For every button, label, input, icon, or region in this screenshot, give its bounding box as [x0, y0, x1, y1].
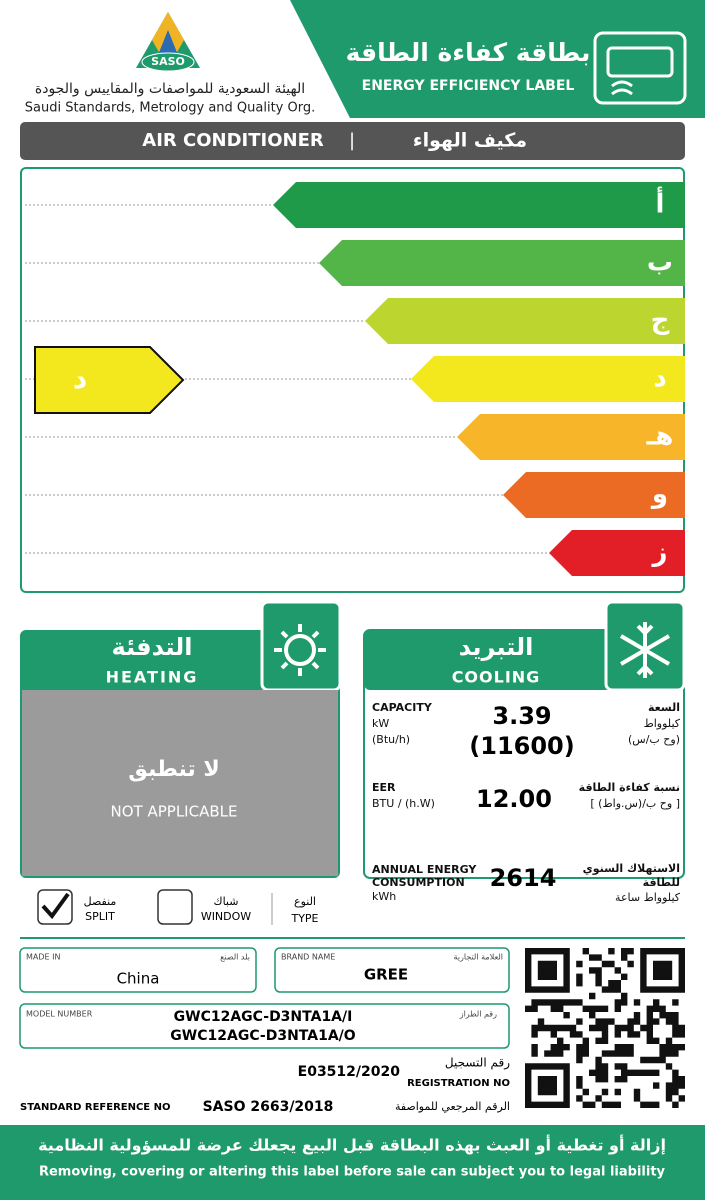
heating-tab [260, 600, 342, 692]
class-letter: ب [647, 248, 673, 278]
cooling-header [364, 630, 684, 690]
class-arrow [457, 414, 685, 460]
made-in-value: China [117, 970, 160, 988]
annual-label-ar: الاستهلاك السنوي [583, 862, 680, 875]
annual-label: ANNUAL ENERGY [372, 863, 477, 876]
footer-band [0, 1125, 705, 1200]
class-arrow [273, 182, 685, 228]
split-en: SPLIT [85, 910, 115, 923]
eer-value: 12.00 [476, 785, 552, 813]
logo-part [156, 30, 180, 60]
eer-unit-ar: [ وح ب/(س.واط) ] [590, 797, 680, 810]
window-ar: شباك [214, 895, 239, 908]
qr-modules [525, 948, 685, 1108]
capacity-unit-ar: (وح ب/س) [628, 733, 680, 746]
type-ar: النوع [294, 895, 316, 908]
selected-arrow [34, 346, 185, 414]
header-band [290, 0, 705, 118]
made-in-box [19, 947, 257, 993]
annual-unit: kWh [372, 890, 396, 903]
na-ar: لا تنطبق [128, 757, 220, 782]
capacity-btu: (11600) [469, 732, 574, 760]
ac-icon [593, 31, 687, 105]
model-label: MODEL NUMBER [26, 1010, 93, 1019]
footer-en: Removing, covering or altering this labe… [39, 1165, 666, 1180]
cooling-ar: التبريد [459, 633, 534, 661]
brand-label-ar: العلامة التجارية [454, 953, 503, 962]
org-en: Saudi Standards, Metrology and Quality O… [25, 101, 316, 116]
capacity-unit: (Btu/h) [372, 733, 410, 746]
type-en: TYPE [290, 912, 318, 925]
annual-value: 2614 [490, 864, 557, 892]
class-letter: و [650, 480, 668, 510]
selected-class: د [73, 362, 87, 395]
model-label-ar: رقم الطراز [459, 1010, 497, 1019]
class-arrow [503, 472, 685, 518]
ac-icon-air [611, 80, 633, 96]
split-ar: منفصل [84, 895, 117, 908]
class-arrow [411, 356, 685, 402]
class-arrow [319, 240, 685, 286]
made-in-label: MADE IN [26, 953, 60, 962]
na-en: NOT APPLICABLE [111, 803, 238, 821]
check-mark [41, 892, 70, 920]
snow-icon [619, 622, 671, 678]
window-en: WINDOW [201, 910, 251, 923]
qr-code [525, 948, 685, 1108]
product-sep: | [349, 130, 355, 151]
registration-en: REGISTRATION NO [407, 1078, 510, 1089]
annual-unit-ar: كيلوواط ساعة [615, 891, 681, 904]
label-en: ENERGY EFFICIENCY LABEL [362, 78, 575, 94]
class-letter: هـ [646, 422, 674, 452]
label-ar: بطاقة كفاءة الطاقة [346, 38, 591, 67]
made-in-label-ar: بلد الصنع [220, 953, 250, 962]
org-ar: الهيئة السعودية للمواصفات والمقاييس والج… [35, 81, 305, 97]
window-checkbox [157, 889, 193, 925]
model-box [19, 1003, 510, 1049]
standard-label: STANDARD REFERENCE NO [20, 1102, 171, 1113]
logo-text: SASO [151, 55, 185, 68]
capacity-label: CAPACITY [372, 701, 433, 714]
class-letter: ج [651, 306, 670, 336]
class-arrow [549, 530, 685, 576]
eer-label-ar: نسبة كفاءة الطاقة [579, 781, 680, 794]
registration-value: E03512/2020 [298, 1064, 401, 1080]
ac-icon-unit [606, 46, 674, 78]
sun-rays [274, 624, 326, 676]
product-en: AIR CONDITIONER [142, 130, 324, 151]
brand-label: BRAND NAME [281, 953, 335, 962]
standard-value: SASO 2663/2018 [203, 1099, 334, 1115]
class-arrow [365, 298, 685, 344]
heating-body [22, 690, 338, 876]
class-letter: أ [656, 187, 665, 220]
class-letter: د [653, 364, 666, 394]
annual-label: CONSUMPTION [372, 876, 465, 889]
capacity-unit: kW [372, 717, 389, 730]
registration-ar: رقم التسجيل [445, 1056, 510, 1071]
heating-ar: التدفئة [112, 633, 193, 661]
heating-en: HEATING [106, 668, 199, 687]
model-value: GWC12AGC-D3NTA1A/O [170, 1028, 355, 1044]
product-ar: مكيف الهواء [413, 130, 527, 152]
annual-label-ar: للطاقة [643, 876, 680, 889]
sun-icon [284, 634, 316, 666]
class-letter: ز [651, 538, 668, 568]
model-value: GWC12AGC-D3NTA1A/I [174, 1009, 353, 1025]
cooling-en: COOLING [452, 668, 541, 687]
capacity-label-ar: السعة [648, 701, 680, 714]
eer-label: EER [372, 781, 396, 794]
standard-ar: الرقم المرجعي للمواصفة [395, 1100, 510, 1113]
product-bar [20, 122, 685, 160]
footer-ar: إزالة أو تغطية أو العبث بهذه البطاقة قبل… [38, 1135, 666, 1155]
eer-unit: BTU / (h.W) [372, 797, 435, 810]
logo-badge [141, 52, 195, 72]
capacity-unit-ar: كيلوواط [644, 717, 681, 730]
brand-value: GREE [364, 966, 408, 984]
capacity-kw: 3.39 [492, 702, 551, 730]
brand-box [274, 947, 510, 993]
